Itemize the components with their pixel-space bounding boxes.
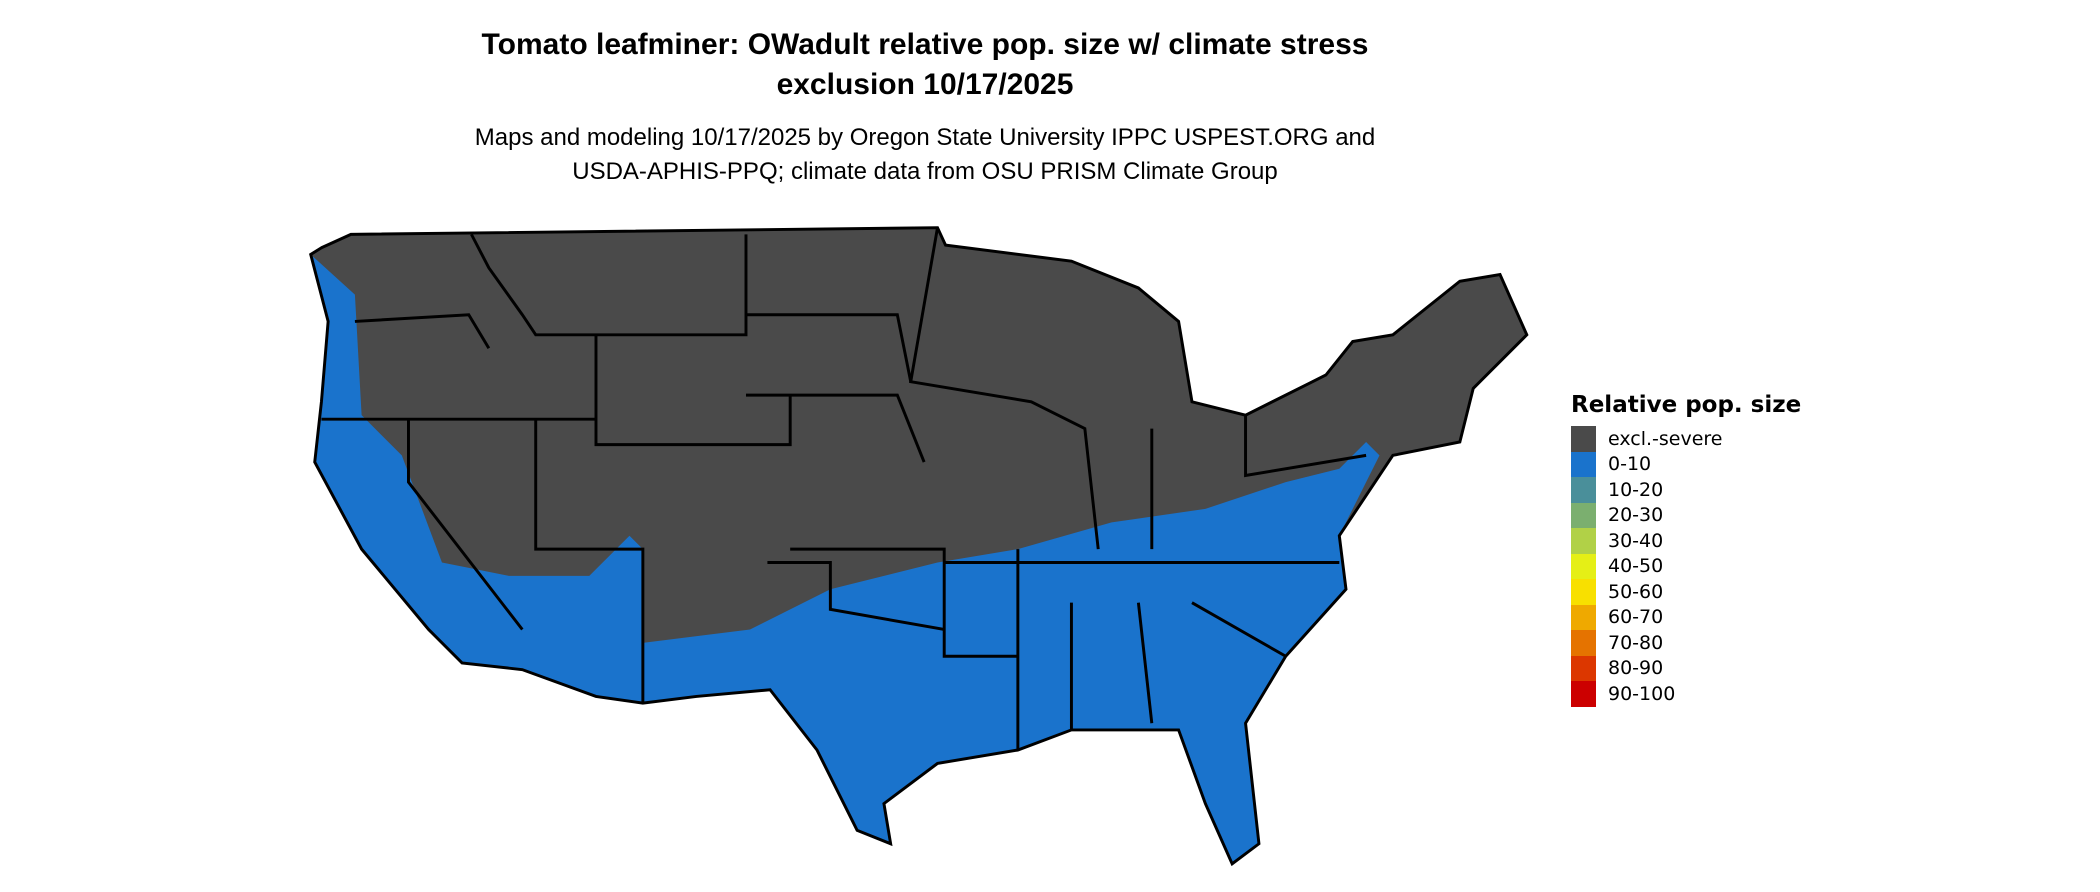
legend-item: 70-80 xyxy=(1571,630,1801,656)
legend-item: 90-100 xyxy=(1571,681,1801,707)
legend: Relative pop. size excl.-severe 0-10 10-20… xyxy=(1571,392,1801,707)
legend-label: 20-30 xyxy=(1608,504,1664,527)
legend-swatch xyxy=(1571,579,1596,605)
map-title-line1: Tomato leafminer: OWadult relative pop. … xyxy=(481,28,1369,61)
legend-swatch xyxy=(1571,604,1596,630)
legend-item: excl.-severe xyxy=(1571,426,1801,452)
map-title-line2: exclusion 10/17/2025 xyxy=(776,68,1074,101)
legend-item: 80-90 xyxy=(1571,655,1801,681)
legend-label: 60-70 xyxy=(1608,606,1664,629)
legend-swatch xyxy=(1571,655,1596,681)
legend-label: 80-90 xyxy=(1608,657,1664,680)
legend-label: 40-50 xyxy=(1608,555,1664,578)
legend-label: excl.-severe xyxy=(1608,427,1723,450)
legend-item: 40-50 xyxy=(1571,553,1801,579)
legend-title: Relative pop. size xyxy=(1571,392,1802,418)
legend-swatch xyxy=(1571,502,1596,528)
legend-item: 10-20 xyxy=(1571,477,1801,503)
map-subtitle-line2: USDA-APHIS-PPQ; climate data from OSU PR… xyxy=(572,158,1278,185)
legend-item: 0-10 xyxy=(1571,451,1801,477)
map-subtitle-line1: Maps and modeling 10/17/2025 by Oregon S… xyxy=(474,124,1376,151)
legend-swatch xyxy=(1571,426,1596,452)
legend-swatch xyxy=(1571,553,1596,579)
state-borders xyxy=(309,226,1529,867)
legend-swatch xyxy=(1571,477,1596,503)
legend-swatch xyxy=(1571,681,1596,707)
legend-swatch xyxy=(1571,451,1596,477)
region-0-10 xyxy=(310,254,1380,864)
legend-label: 0-10 xyxy=(1608,453,1652,476)
legend-item: 60-70 xyxy=(1571,604,1801,630)
legend-item: 30-40 xyxy=(1571,528,1801,554)
legend-label: 10-20 xyxy=(1608,478,1664,501)
legend-label: 50-60 xyxy=(1608,580,1664,603)
legend-label: 30-40 xyxy=(1608,529,1664,552)
legend-item: 20-30 xyxy=(1571,502,1801,528)
legend-swatch xyxy=(1571,528,1596,554)
legend-label: 70-80 xyxy=(1608,631,1664,654)
legend-swatch xyxy=(1571,630,1596,656)
legend-label: 90-100 xyxy=(1608,682,1676,705)
legend-item: 50-60 xyxy=(1571,579,1801,605)
